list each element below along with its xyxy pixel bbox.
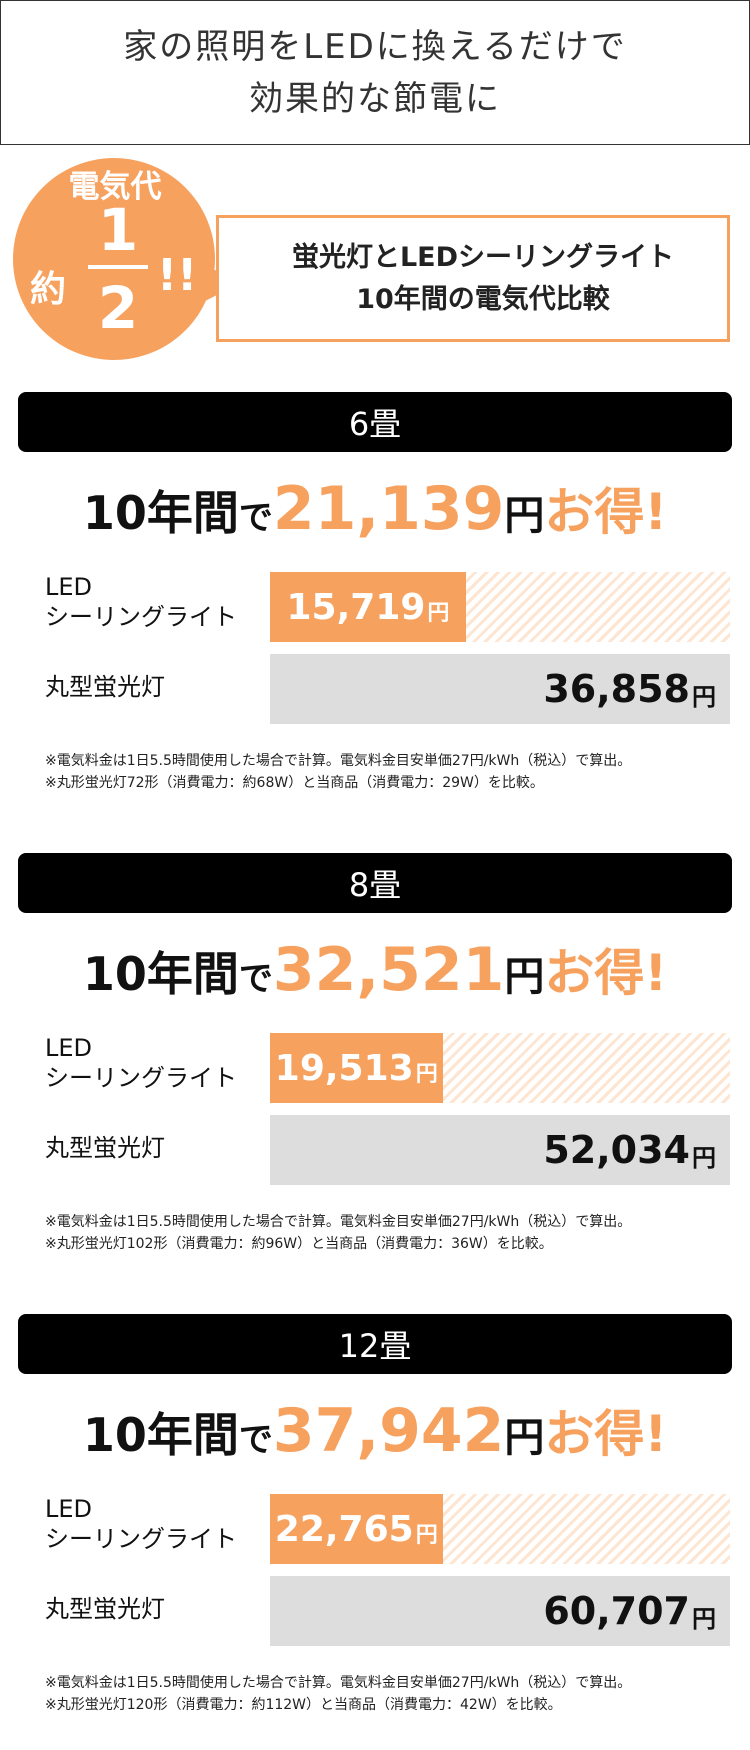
note-line-2: ※丸形蛍光灯120形（消費電力：約112W）と当商品（消費電力：42W）を比較。 <box>45 1697 562 1713</box>
room-size-section: 8畳 10年間 で 32,521 円 お得! LED シーリングライト 19,5… <box>0 853 750 1273</box>
led-row-label: LED シーリングライト <box>45 572 237 632</box>
saving-amount: 21,139 <box>272 474 505 544</box>
led-bar-track: 22,765 円 <box>270 1494 730 1564</box>
note-line-1: ※電気料金は1日5.5時間使用した場合で計算。電気料金目安単価27円/kWh（税… <box>45 1675 632 1691</box>
room-size-header: 6畳 <box>18 392 732 452</box>
room-size-header: 12畳 <box>18 1314 732 1374</box>
comparison-title-line-1: 蛍光灯とLEDシーリングライト <box>291 241 675 273</box>
fluorescent-cost-value: 36,858 <box>543 667 690 711</box>
led-label-line-2: シーリングライト <box>45 1525 237 1553</box>
room-size-section: 6畳 10年間 で 21,139 円 お得! LED シーリングライト 15,7… <box>0 392 750 812</box>
saving-otoku: お得! <box>544 944 668 1002</box>
fluorescent-cost-yen: 円 <box>692 1604 716 1633</box>
comparison-title-line-2: 10年間の電気代比較 <box>356 283 610 315</box>
saving-period: 10年間 <box>82 486 239 540</box>
led-row-label: LED シーリングライト <box>45 1494 237 1554</box>
headline-line-2: 効果的な節電に <box>249 78 501 119</box>
fraction-bar <box>88 265 148 269</box>
half-cost-badge <box>13 158 215 360</box>
saving-particle: で <box>238 498 273 538</box>
saving-otoku: お得! <box>544 1405 668 1463</box>
saving-yen: 円 <box>504 1415 545 1461</box>
led-label-line-1: LED <box>45 1034 93 1062</box>
saving-yen: 円 <box>504 954 545 1000</box>
led-cost-bar: 15,719 円 <box>270 572 466 642</box>
fluorescent-row-label: 丸型蛍光灯 <box>45 1134 165 1162</box>
fluorescent-cost-value: 60,707 <box>543 1589 690 1633</box>
saving-yen: 円 <box>504 493 545 539</box>
saving-headline: 10年間 で 37,942 円 お得! <box>0 1394 750 1474</box>
fluorescent-cost-bar: 52,034 円 <box>270 1115 730 1185</box>
led-label-line-2: シーリングライト <box>45 1064 237 1092</box>
headline-line-1: 家の照明をLEDに換えるだけで <box>123 26 627 67</box>
saving-headline: 10年間 で 21,139 円 お得! <box>0 472 750 552</box>
led-label-line-2: シーリングライト <box>45 603 237 631</box>
led-cost-yen: 円 <box>415 1523 438 1548</box>
fluorescent-row-label: 丸型蛍光灯 <box>45 1595 165 1623</box>
saving-amount: 37,942 <box>272 1396 505 1466</box>
saving-period: 10年間 <box>82 1408 239 1462</box>
led-cost-value: 15,719 <box>286 586 426 628</box>
comparison-title-box: 蛍光灯とLEDシーリングライト 10年間の電気代比較 <box>216 215 730 342</box>
fluorescent-cost-yen: 円 <box>692 1143 716 1172</box>
saving-particle: で <box>238 1420 273 1460</box>
led-bar-track: 19,513 円 <box>270 1033 730 1103</box>
fraction-denominator: 2 <box>97 274 139 342</box>
led-cost-bar: 22,765 円 <box>270 1494 443 1564</box>
led-cost-bar: 19,513 円 <box>270 1033 443 1103</box>
saving-period: 10年間 <box>82 947 239 1001</box>
calculation-notes: ※電気料金は1日5.5時間使用した場合で計算。電気料金目安単価27円/kWh（税… <box>45 1211 725 1255</box>
badge-prefix: 約 <box>30 269 67 310</box>
promo-banner: 電気代 約 1 2 !! 蛍光灯とLEDシーリングライト 10年間の電気代比較 <box>0 155 750 380</box>
fluorescent-cost-yen: 円 <box>692 682 716 711</box>
led-row-label: LED シーリングライト <box>45 1033 237 1093</box>
calculation-notes: ※電気料金は1日5.5時間使用した場合で計算。電気料金目安単価27円/kWh（税… <box>45 1672 725 1716</box>
headline-box: 家の照明をLEDに換えるだけで 効果的な節電に <box>0 0 750 145</box>
saving-particle: で <box>238 959 273 999</box>
calculation-notes: ※電気料金は1日5.5時間使用した場合で計算。電気料金目安単価27円/kWh（税… <box>45 750 725 794</box>
led-cost-yen: 円 <box>427 601 450 626</box>
fluorescent-cost-bar: 36,858 円 <box>270 654 730 724</box>
fraction-numerator: 1 <box>97 196 139 264</box>
fluorescent-cost-value: 52,034 <box>543 1128 690 1172</box>
note-line-1: ※電気料金は1日5.5時間使用した場合で計算。電気料金目安単価27円/kWh（税… <box>45 1214 632 1230</box>
badge-label: 電気代 <box>68 169 162 205</box>
fluorescent-cost-bar: 60,707 円 <box>270 1576 730 1646</box>
room-size-header: 8畳 <box>18 853 732 913</box>
note-line-1: ※電気料金は1日5.5時間使用した場合で計算。電気料金目安単価27円/kWh（税… <box>45 753 632 769</box>
led-label-line-1: LED <box>45 573 93 601</box>
led-bar-track: 15,719 円 <box>270 572 730 642</box>
saving-otoku: お得! <box>544 483 668 541</box>
saving-amount: 32,521 <box>272 935 505 1005</box>
note-line-2: ※丸形蛍光灯72形（消費電力：約68W）と当商品（消費電力：29W）を比較。 <box>45 775 544 791</box>
led-cost-value: 22,765 <box>274 1508 414 1550</box>
badge-suffix: !! <box>157 250 198 301</box>
saving-headline: 10年間 で 32,521 円 お得! <box>0 933 750 1013</box>
room-size-section: 12畳 10年間 で 37,942 円 お得! LED シーリングライト 22,… <box>0 1314 750 1734</box>
led-cost-yen: 円 <box>415 1062 438 1087</box>
led-cost-value: 19,513 <box>274 1047 414 1089</box>
fluorescent-row-label: 丸型蛍光灯 <box>45 673 165 701</box>
led-label-line-1: LED <box>45 1495 93 1523</box>
badge-fraction: 1 2 <box>88 199 148 339</box>
note-line-2: ※丸形蛍光灯102形（消費電力：約96W）と当商品（消費電力：36W）を比較。 <box>45 1236 553 1252</box>
